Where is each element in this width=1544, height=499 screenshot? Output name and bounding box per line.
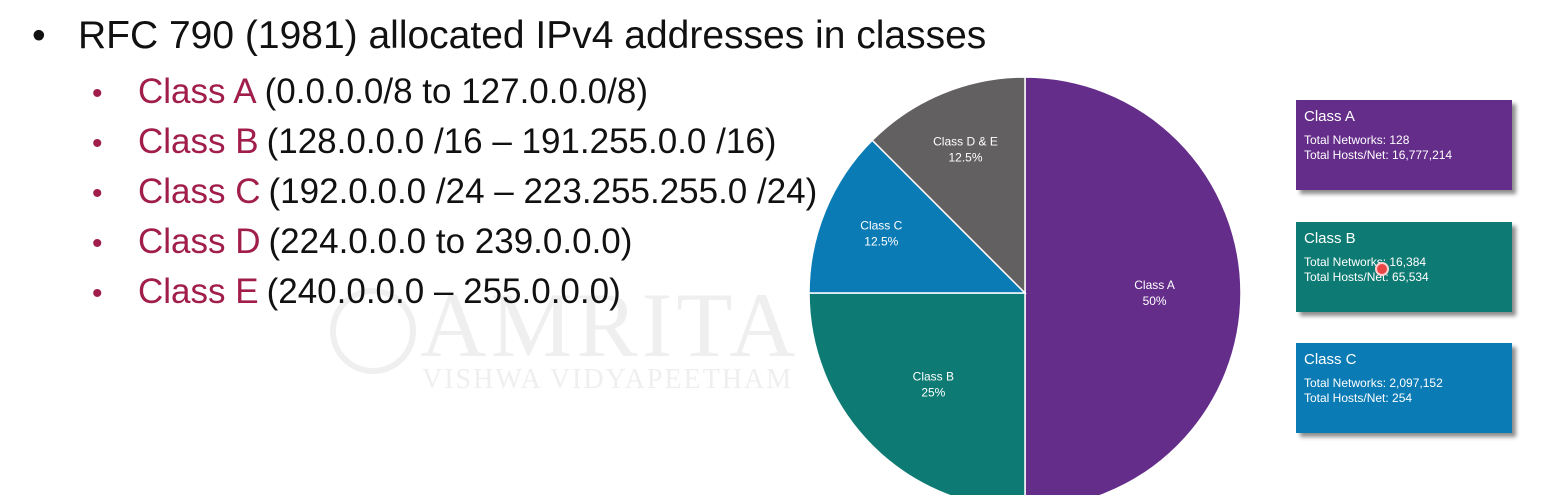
class-list-item: • Class B (128.0.0.0 /16 – 191.255.0.0 /16… <box>92 122 817 172</box>
slice-name-label: Class C <box>860 218 902 232</box>
pie-slice-class-a <box>1024 76 1242 495</box>
slide-heading: RFC 790 (1981) allocated IPv4 addresses … <box>78 14 987 57</box>
pie-slice-class-b <box>808 292 1026 495</box>
main-bullet: • RFC 790 (1981) allocated IPv4 addresses… <box>32 14 986 58</box>
card-title: Class C <box>1304 351 1357 368</box>
slice-value-label: 12.5% <box>864 234 898 248</box>
slice-name-label: Class D & E <box>933 134 998 148</box>
card-hosts: Total Hosts/Net: 254 <box>1304 391 1413 405</box>
slice-name-label: Class B <box>913 370 954 384</box>
card-networks: Total Networks: 16,384 <box>1304 255 1427 269</box>
bullet-icon: • <box>32 14 46 57</box>
slice-value-label: 50% <box>1143 294 1167 308</box>
class-range: (0.0.0.0/8 to 127.0.0.0/8) <box>264 72 648 111</box>
class-range: (128.0.0.0 /16 – 191.255.0.0 /16) <box>266 122 777 161</box>
slice-value-label: 12.5% <box>948 150 982 164</box>
card-networks: Total Networks: 2,097,152 <box>1304 376 1443 390</box>
card-networks: Total Networks: 128 <box>1304 133 1410 147</box>
class-name: Class B <box>138 122 259 161</box>
watermark-subtitle: VISHWA VIDYAPEETHAM <box>422 364 794 395</box>
class-list-item: • Class A (0.0.0.0/8 to 127.0.0.0/8) <box>92 72 817 122</box>
class-name: Class A <box>138 72 257 111</box>
pointer-icon <box>1375 262 1389 276</box>
pie-slice-class-d-e <box>871 76 1026 295</box>
class-list-item: • Class D (224.0.0.0 to 239.0.0.0) <box>92 222 817 272</box>
class-name: Class D <box>138 222 261 261</box>
slice-value-label: 25% <box>921 386 945 400</box>
card-class-a: Class A Total Networks: 128 Total Hosts/… <box>1296 100 1512 190</box>
card-title: Class A <box>1304 108 1355 125</box>
class-list-item: • Class C (192.0.0.0 /24 – 223.255.255.0 /… <box>92 172 817 222</box>
class-name: Class E <box>138 272 259 311</box>
card-hosts: Total Hosts/Net: 16,777,214 <box>1304 148 1453 162</box>
card-class-b: Class B Total Networks: 16,384 Total Hos… <box>1296 222 1512 312</box>
sub-bullet-icon: • <box>92 77 103 110</box>
sub-bullet-icon: • <box>92 127 103 160</box>
class-list: • Class A (0.0.0.0/8 to 127.0.0.0/8) • Clas… <box>92 72 817 322</box>
class-range: (240.0.0.0 – 255.0.0.0) <box>266 272 621 311</box>
slice-name-label: Class A <box>1134 278 1175 292</box>
card-class-c: Class C Total Networks: 2,097,152 Total … <box>1296 343 1512 433</box>
class-name: Class C <box>138 172 261 211</box>
card-title: Class B <box>1304 230 1356 247</box>
class-range: (224.0.0.0 to 239.0.0.0) <box>268 222 633 261</box>
class-list-item: • Class E (240.0.0.0 – 255.0.0.0) <box>92 272 817 322</box>
class-range: (192.0.0.0 /24 – 223.255.255.0 /24) <box>268 172 818 211</box>
sub-bullet-icon: • <box>92 227 103 260</box>
card-hosts: Total Hosts/Net: 65,534 <box>1304 270 1429 284</box>
pie-chart: Class A 50% Class B 25% Class C 12.5% Class D … <box>808 76 1242 495</box>
sub-bullet-icon: • <box>92 177 103 210</box>
pie-slice-class-c <box>808 139 1027 294</box>
sub-bullet-icon: • <box>92 277 103 310</box>
